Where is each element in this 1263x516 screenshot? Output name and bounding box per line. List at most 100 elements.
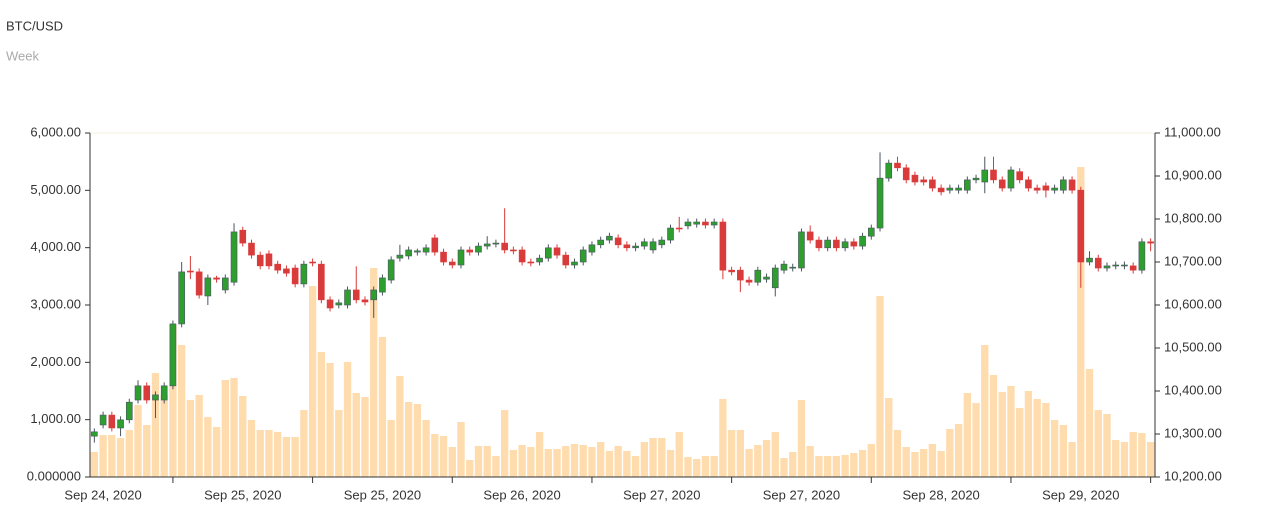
volume-bar bbox=[562, 445, 570, 477]
x-tick-label: Sep 26, 2020 bbox=[483, 487, 560, 502]
candle-body bbox=[571, 261, 578, 266]
volume-bar bbox=[1033, 399, 1041, 477]
candle-body bbox=[815, 239, 823, 249]
volume-bar bbox=[204, 417, 212, 477]
candle-body bbox=[309, 261, 316, 264]
volume-bar bbox=[439, 436, 448, 477]
volume-bar bbox=[614, 445, 622, 477]
candle-body bbox=[204, 277, 212, 297]
candle-body bbox=[649, 241, 657, 251]
volume-bar bbox=[431, 434, 439, 477]
candle-body bbox=[335, 302, 343, 306]
candle-body bbox=[920, 179, 927, 183]
volume-bar bbox=[361, 397, 369, 477]
volume-bar bbox=[666, 449, 675, 477]
candle-body bbox=[1007, 169, 1015, 189]
volume-bar bbox=[570, 443, 579, 477]
candle-body bbox=[396, 254, 404, 259]
volume-bar bbox=[1138, 433, 1146, 477]
volume-bar bbox=[1042, 403, 1050, 477]
volume-bar bbox=[1077, 167, 1085, 477]
volume-bar bbox=[221, 379, 229, 477]
volume-bar bbox=[151, 372, 160, 477]
volume-bar bbox=[230, 377, 238, 477]
candle-body bbox=[274, 263, 281, 271]
y-tick-label: 1,000.00 bbox=[30, 411, 81, 426]
candle-body bbox=[684, 221, 692, 227]
candle-body bbox=[178, 271, 185, 325]
volume-bar bbox=[116, 438, 125, 477]
candle-body bbox=[606, 235, 613, 241]
candle-body bbox=[213, 277, 220, 280]
volume-bar bbox=[623, 451, 631, 477]
candle-body bbox=[798, 231, 805, 269]
volume-bar bbox=[710, 456, 718, 477]
volume-bar bbox=[160, 395, 168, 477]
volume-bar bbox=[1129, 431, 1137, 477]
x-tick-label: Sep 24, 2020 bbox=[64, 487, 141, 502]
candle-body bbox=[152, 394, 159, 401]
volume-bar bbox=[1094, 410, 1102, 477]
volume-bar bbox=[212, 427, 221, 477]
candle-body bbox=[833, 239, 840, 249]
y2-tick-label: 10,800.00 bbox=[1164, 210, 1222, 225]
candle-body bbox=[466, 249, 474, 253]
candle-body bbox=[859, 235, 866, 247]
y-tick-label: 6,000.00 bbox=[30, 124, 81, 139]
volume-bar bbox=[797, 400, 806, 477]
y-tick-label: 3,000.00 bbox=[30, 296, 81, 311]
volume-bar bbox=[876, 295, 884, 477]
candle-body bbox=[763, 276, 770, 280]
candle-body bbox=[1094, 257, 1102, 269]
candle-body bbox=[894, 162, 901, 169]
y2-tick-label: 10,200.00 bbox=[1164, 468, 1222, 483]
candle-body bbox=[850, 241, 858, 247]
volume-bar bbox=[134, 404, 142, 477]
volume-bar bbox=[274, 431, 282, 477]
volume-bar bbox=[535, 431, 544, 477]
volume-bar bbox=[378, 336, 387, 477]
candle-body bbox=[702, 221, 709, 226]
y2-tick-label: 10,500.00 bbox=[1164, 339, 1222, 354]
candle-body bbox=[885, 162, 893, 179]
volume-bar bbox=[335, 410, 343, 477]
candle-body bbox=[693, 221, 701, 225]
volume-bar bbox=[867, 443, 875, 477]
candle-body bbox=[911, 174, 919, 183]
volume-bar bbox=[466, 460, 474, 477]
volume-bar bbox=[370, 268, 378, 477]
volume-bar bbox=[282, 436, 291, 477]
x-tick-label: Sep 25, 2020 bbox=[204, 487, 281, 502]
volume-bar bbox=[422, 420, 430, 477]
candle-body bbox=[667, 227, 674, 241]
volume-bar bbox=[317, 352, 325, 477]
volume-bar bbox=[125, 429, 133, 477]
volume-bar bbox=[492, 456, 500, 477]
volume-bar bbox=[195, 395, 203, 477]
candle-body bbox=[553, 247, 561, 256]
candle-body bbox=[457, 249, 465, 266]
volume-bar bbox=[143, 424, 151, 477]
candle-body bbox=[527, 261, 535, 264]
volume-bar bbox=[885, 397, 893, 477]
volume-bar bbox=[169, 325, 177, 477]
candle-body bbox=[937, 187, 945, 193]
volume-bar bbox=[649, 438, 657, 477]
volume-bar bbox=[823, 456, 832, 477]
volume-bar bbox=[902, 447, 910, 477]
candle-body bbox=[361, 299, 369, 303]
volume-bar bbox=[553, 449, 561, 477]
chart-title: BTC/USD bbox=[6, 18, 63, 33]
candle-body bbox=[789, 266, 797, 269]
x-tick-label: Sep 27, 2020 bbox=[763, 487, 840, 502]
candle-body bbox=[475, 245, 482, 253]
volume-bar bbox=[658, 438, 666, 477]
candle-body bbox=[239, 229, 247, 244]
candle-body bbox=[1042, 185, 1050, 191]
volume-bar bbox=[920, 449, 928, 477]
candle-body bbox=[1138, 241, 1146, 271]
volume-bar bbox=[579, 445, 587, 477]
candle-body bbox=[588, 244, 596, 253]
candle-body bbox=[1060, 179, 1067, 191]
volume-bar bbox=[518, 445, 526, 477]
